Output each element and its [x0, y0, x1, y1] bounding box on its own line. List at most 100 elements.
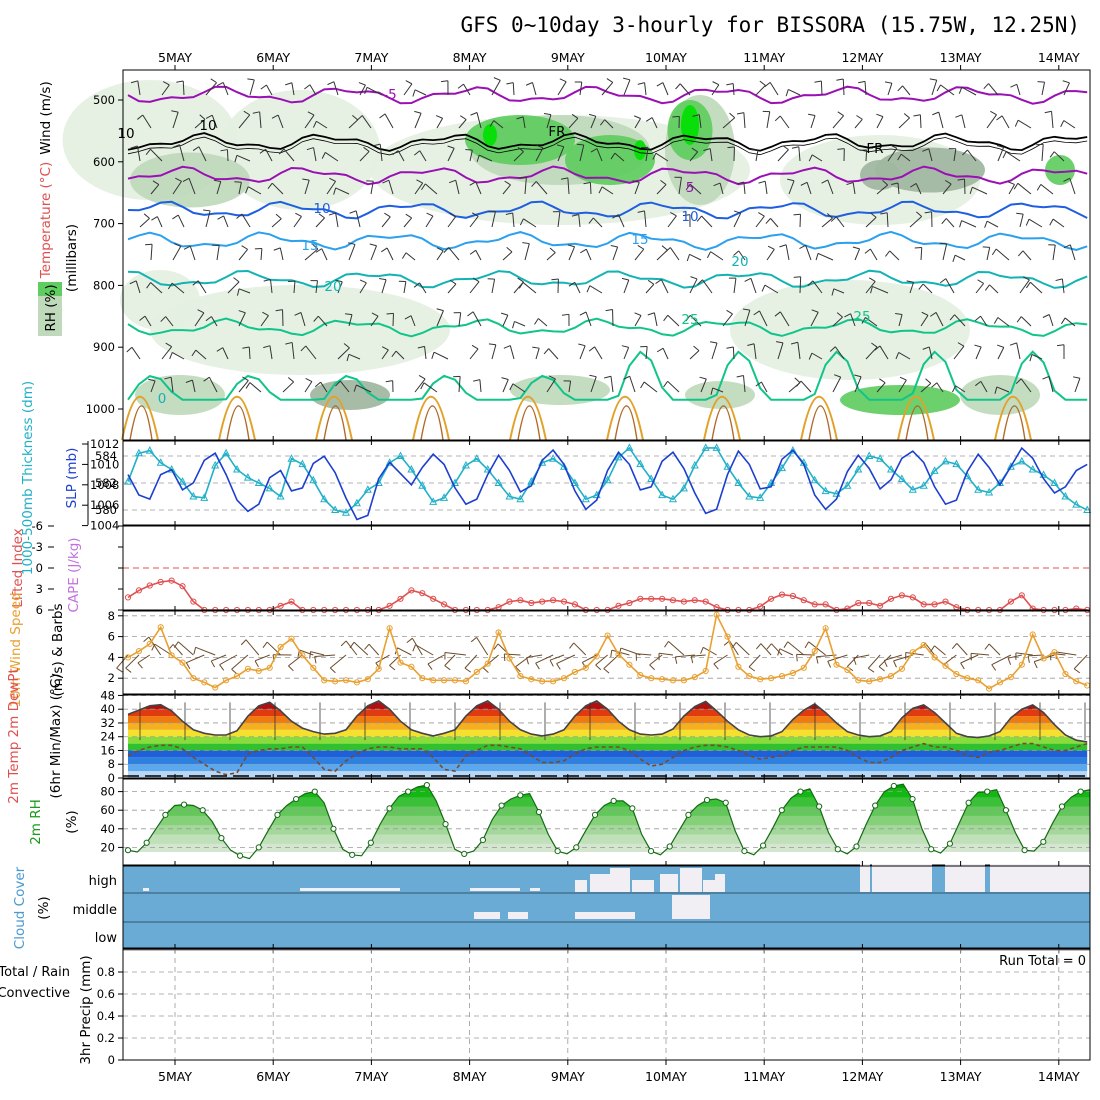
wind-barb — [414, 182, 424, 195]
rh-point — [405, 788, 412, 795]
wind-barb — [526, 654, 543, 659]
thickness-point — [941, 456, 950, 465]
lifted-index-point — [811, 601, 818, 608]
wind-barb — [333, 81, 339, 96]
wind-barb — [590, 115, 597, 129]
wind-barb — [760, 643, 772, 656]
thickness-point — [788, 446, 797, 454]
wind-barb — [471, 212, 479, 217]
wind-barb — [634, 182, 640, 195]
wind-speed-point — [942, 662, 949, 669]
rh-point — [984, 788, 991, 795]
wind-barb — [785, 89, 789, 97]
wind-barb — [309, 84, 317, 96]
wind-barb — [475, 250, 482, 261]
cloud-gap-middle — [474, 912, 500, 919]
lifted-index-point — [135, 587, 142, 594]
wind-barb — [727, 146, 735, 149]
wind-barb — [260, 84, 267, 90]
wind-barb — [512, 383, 526, 393]
wind-barb — [652, 153, 657, 160]
wind-speed-point — [615, 651, 622, 658]
wind-barb — [300, 312, 306, 327]
cloud-gap-middle — [508, 912, 528, 919]
wind-barb — [1028, 654, 1044, 657]
wind-barb — [300, 345, 307, 352]
wind-speed-point — [637, 671, 644, 679]
wind-barb — [504, 180, 511, 186]
wind-barb — [961, 86, 977, 96]
lifted-index-point — [898, 592, 906, 599]
wind-barb — [827, 654, 848, 662]
wind-barb — [349, 210, 357, 214]
lifted-index-point — [386, 602, 393, 609]
wind-barb — [203, 209, 211, 212]
wind-barb — [713, 663, 719, 670]
lifted-index-frame — [122, 525, 1091, 611]
wind-barb — [568, 281, 576, 287]
lifted-index-point — [942, 598, 949, 605]
wind-barb — [470, 112, 478, 116]
wind-barb — [747, 343, 755, 347]
wind-barb — [886, 212, 889, 228]
upper-air-frame — [122, 69, 1091, 441]
wind-barb — [755, 643, 762, 650]
wind-barb — [961, 114, 966, 129]
wind-barb — [876, 116, 884, 129]
temp-tick-label: 8 — [108, 757, 115, 771]
top-date-label: 10MAY — [645, 50, 687, 65]
isotherm-30 — [509, 395, 547, 441]
wind-barb — [247, 186, 262, 195]
wind-barb — [726, 82, 734, 86]
wind-speed-point — [539, 678, 546, 685]
wind-barb — [249, 79, 255, 96]
rh-legend-swatch — [38, 296, 62, 336]
wind-barb — [815, 656, 819, 664]
cloud-gap-middle — [575, 912, 635, 919]
wind-barb — [348, 242, 356, 245]
wind-barb — [799, 214, 802, 228]
wind-barb — [986, 114, 997, 129]
wind-barb — [916, 211, 923, 217]
wind-barb — [211, 316, 218, 327]
wind-barb — [179, 144, 185, 162]
wind-barb — [878, 654, 892, 667]
rh-point — [199, 807, 206, 814]
wind-barb — [482, 667, 489, 673]
wind-barb — [567, 244, 575, 248]
wind-barb — [935, 312, 944, 327]
wind-barb — [884, 654, 903, 661]
wind-speed-point — [168, 652, 175, 659]
wind-barb — [448, 247, 460, 261]
cloud-gap-high — [703, 880, 715, 892]
precip-axis-label: 3hr Precip (mm) — [78, 955, 94, 1064]
rh-shading — [730, 280, 970, 380]
wind-barb — [403, 217, 413, 228]
wind-barb — [447, 216, 457, 228]
wind-speed-point — [844, 666, 851, 673]
rh-point — [666, 843, 673, 850]
wind-barb — [275, 309, 283, 312]
wind-barb — [761, 381, 768, 393]
wind-speed-point — [920, 641, 927, 649]
temp-tick-label: 48 — [100, 688, 115, 702]
wind-barb — [1022, 250, 1032, 261]
wind-barb — [415, 644, 434, 656]
wind-barb — [689, 183, 702, 195]
wind-barb — [1063, 82, 1070, 96]
wind-barb — [830, 216, 837, 222]
wind-barb — [685, 315, 691, 322]
wind-barb — [808, 352, 813, 360]
wind-barb — [447, 148, 455, 162]
wind-barb — [315, 248, 323, 253]
wind-barb — [238, 380, 249, 393]
thickness-point — [658, 490, 667, 499]
wind-barb — [808, 154, 813, 162]
wind-barb — [811, 352, 823, 360]
wind-barb — [920, 315, 929, 327]
wind-barb — [931, 79, 938, 96]
wind-barb — [169, 352, 173, 360]
wind-barb — [329, 667, 336, 674]
wind-speed-point — [811, 648, 818, 655]
